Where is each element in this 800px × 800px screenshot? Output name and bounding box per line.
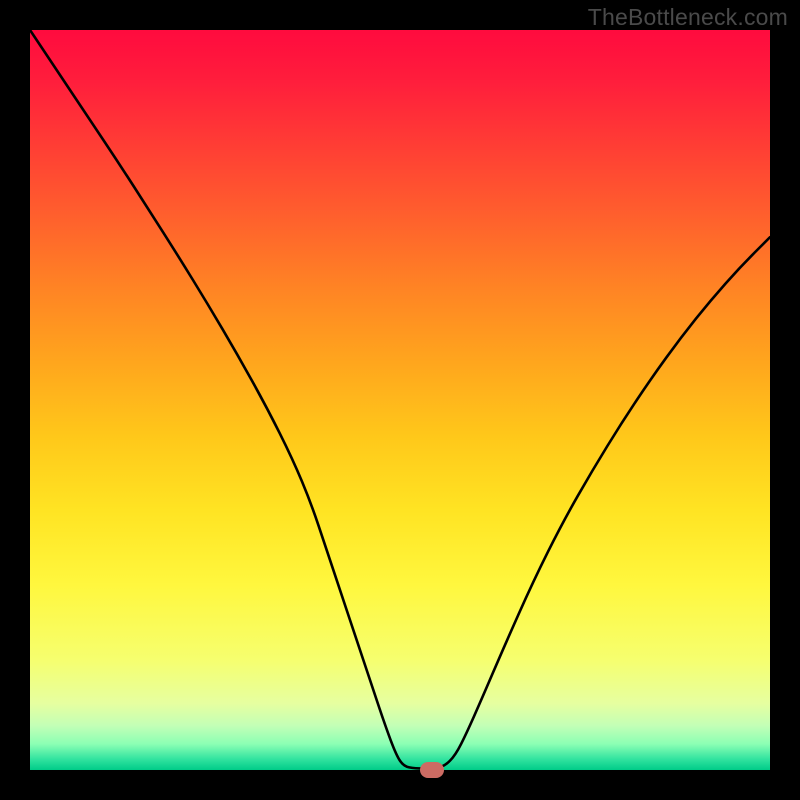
gradient-background bbox=[30, 30, 770, 770]
chart-frame: TheBottleneck.com bbox=[0, 0, 800, 800]
watermark-label: TheBottleneck.com bbox=[588, 4, 788, 31]
bottleneck-curve-chart bbox=[30, 30, 770, 770]
bottleneck-plot-area bbox=[30, 30, 770, 770]
optimal-point-marker bbox=[420, 762, 444, 778]
